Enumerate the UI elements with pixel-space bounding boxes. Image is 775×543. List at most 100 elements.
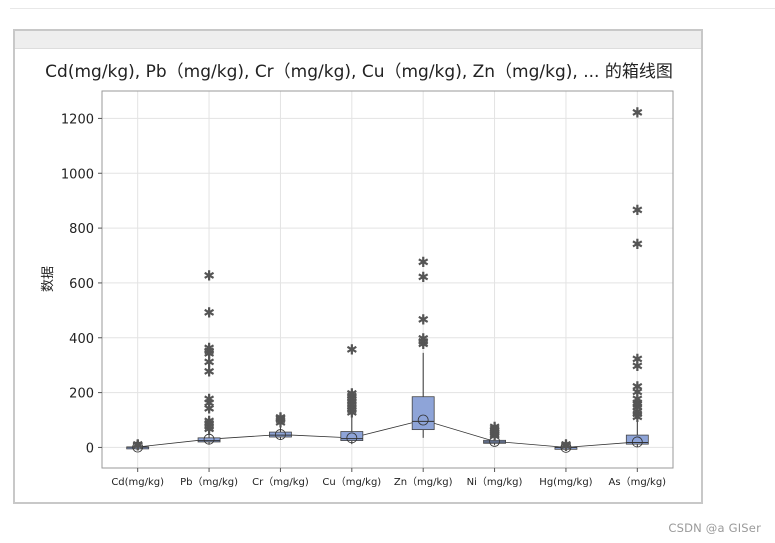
y-tick-label: 200	[69, 387, 94, 402]
y-tick-label: 0	[86, 441, 94, 456]
outlier-point: ✱	[275, 415, 287, 431]
gridlines	[102, 91, 673, 468]
outlier-point: ✱	[631, 237, 643, 253]
box-8: ✱✱✱✱✱✱✱✱✱✱✱✱✱✱	[625, 105, 649, 448]
outlier-point: ✱	[203, 414, 215, 430]
outlier-point: ✱	[417, 255, 429, 271]
outlier-point: ✱	[203, 396, 215, 412]
outlier-point: ✱	[203, 392, 215, 408]
outlier-point: ✱	[631, 352, 643, 368]
outlier-point: ✱	[489, 426, 501, 442]
outlier-point: ✱	[346, 397, 358, 413]
box-iqr	[269, 431, 292, 438]
outlier-point: ✱	[275, 412, 287, 428]
box-iqr	[340, 431, 364, 441]
x-tick-label: Ni（mg/kg)	[467, 476, 523, 488]
outlier-point: ✱	[132, 438, 144, 454]
outlier-point: ✱	[489, 425, 501, 441]
frame-header-bar	[15, 31, 701, 49]
y-axis: 0 200 400 600 800 1000 1200	[61, 112, 102, 456]
mean-symbol	[132, 441, 144, 453]
outlier-point: ✱	[203, 417, 215, 433]
outlier-point: ✱	[631, 400, 643, 416]
y-tick-label: 1200	[61, 112, 94, 127]
y-tick-label: 800	[69, 222, 94, 237]
y-axis-label: 数据	[41, 266, 56, 292]
outlier-point: ✱	[489, 420, 501, 436]
chart-title: Cd(mg/kg), Pb（mg/kg), Cr（mg/kg), Cu（mg/k…	[45, 62, 673, 82]
box-iqr	[197, 437, 221, 443]
outlier-point: ✱	[631, 392, 643, 408]
outlier-point: ✱	[203, 306, 215, 322]
outlier-point: ✱	[346, 406, 358, 422]
outlier-point: ✱	[346, 400, 358, 416]
mean-symbol	[631, 436, 643, 448]
mean-symbol	[275, 429, 286, 440]
outlier-point: ✱	[631, 380, 643, 396]
box-4: ✱✱✱✱✱✱✱✱✱	[340, 343, 364, 445]
outlier-point: ✱	[417, 270, 429, 286]
x-tick-label: Zn（mg/kg)	[394, 476, 453, 488]
outlier-point: ✱	[417, 334, 429, 350]
outlier-point: ✱	[631, 407, 643, 423]
outlier-point: ✱	[346, 395, 358, 411]
mean-symbol	[489, 436, 500, 447]
outlier-point: ✱	[489, 428, 501, 444]
outlier-point: ✱	[631, 397, 643, 413]
outlier-point: ✱	[132, 437, 144, 453]
outlier-point: ✱	[489, 422, 501, 438]
x-tick-label: Cr（mg/kg)	[252, 476, 309, 488]
outlier-point: ✱	[203, 422, 215, 438]
x-tick-label: Cu（mg/kg)	[322, 476, 381, 488]
box-5: ✱✱✱✱✱✱	[411, 255, 435, 438]
watermark-text: CSDN @a GISer	[668, 521, 761, 535]
outlier-point: ✱	[346, 392, 358, 408]
outlier-point: ✱	[489, 429, 501, 445]
outlier-point: ✱	[275, 413, 287, 429]
outlier-point: ✱	[203, 347, 215, 363]
outlier-point: ✱	[631, 410, 643, 426]
y-tick-label: 400	[69, 332, 94, 347]
outlier-point: ✱	[132, 439, 144, 455]
box-7: ✱✱✱	[554, 437, 578, 455]
y-tick-label: 1000	[61, 167, 94, 182]
boxes-layer: ✱✱✱✱✱✱✱✱✱✱✱✱✱✱✱✱✱✱✱✱✱ ✱✱✱✱✱✱✱✱✱ ✱✱✱✱✱✱✱✱✱✱…	[126, 105, 649, 455]
x-tick-label: Pb（mg/kg)	[180, 476, 238, 488]
mean-symbol	[560, 441, 572, 453]
outlier-point: ✱	[203, 365, 215, 381]
outlier-point: ✱	[203, 355, 215, 371]
outlier-point: ✱	[631, 404, 643, 420]
x-axis: Cd(mg/kg) Pb（mg/kg) Cr（mg/kg) Cu（mg/kg) Zn（m…	[111, 468, 666, 488]
box-2: ✱✱✱✱✱✱✱✱✱✱✱✱✱✱	[197, 269, 221, 445]
outlier-point: ✱	[346, 386, 358, 402]
box-6: ✱✱✱✱✱✱✱	[483, 420, 506, 447]
outlier-point: ✱	[560, 439, 572, 455]
outlier-point: ✱	[560, 438, 572, 454]
box-1: ✱✱✱	[126, 437, 150, 455]
box-iqr	[625, 434, 649, 445]
outlier-point: ✱	[631, 385, 643, 401]
outlier-point: ✱	[631, 359, 643, 375]
outlier-point: ✱	[346, 389, 358, 405]
outlier-point: ✱	[203, 269, 215, 285]
outlier-point: ✱	[346, 403, 358, 419]
outlier-point: ✱	[417, 332, 429, 348]
y-tick-label: 600	[69, 277, 94, 292]
x-tick-label: As（mg/kg)	[609, 476, 667, 488]
outlier-point: ✱	[203, 402, 215, 418]
outlier-point: ✱	[203, 419, 215, 435]
outlier-point: ✱	[346, 343, 358, 359]
outlier-point: ✱	[631, 396, 643, 412]
outlier-point: ✱	[275, 410, 287, 426]
outlier-point: ✱	[560, 437, 572, 453]
plot-area	[101, 90, 674, 469]
mean-symbol	[203, 433, 215, 445]
outlier-point: ✱	[631, 105, 643, 121]
outlier-point: ✱	[203, 341, 215, 357]
chart-frame	[13, 29, 703, 504]
box-3: ✱✱✱✱	[269, 410, 292, 440]
outlier-point: ✱	[631, 203, 643, 219]
mean-symbol	[417, 414, 429, 426]
top-divider	[10, 8, 775, 9]
